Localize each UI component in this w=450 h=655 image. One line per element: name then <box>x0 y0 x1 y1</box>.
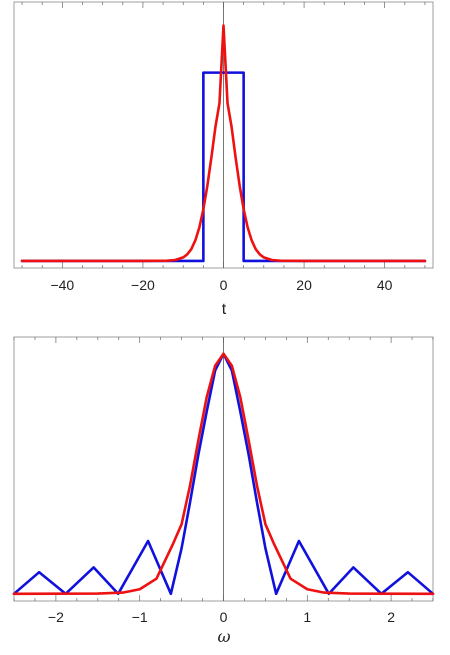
x-axis-title: ω <box>217 627 230 646</box>
x-tick-label: 0 <box>220 277 228 293</box>
series-line-red <box>12 352 435 596</box>
x-tick-label: −40 <box>50 277 74 293</box>
x-tick-label: −1 <box>132 609 148 625</box>
x-tick-label: 1 <box>303 609 311 625</box>
series-line-red <box>20 24 427 263</box>
time-domain-plot: −40 −20 0 20 40 t <box>13 1 434 318</box>
x-tick-label: −2 <box>48 609 64 625</box>
x-tick-label: 20 <box>296 277 312 293</box>
x-tick-label: −20 <box>131 277 155 293</box>
frequency-domain-plot: −2 −1 0 1 2 ω <box>12 336 435 646</box>
x-axis-title: t <box>222 301 227 318</box>
x-tick-label: 2 <box>387 609 395 625</box>
x-tick-label: 40 <box>377 277 393 293</box>
x-tick-label: 0 <box>220 609 228 625</box>
